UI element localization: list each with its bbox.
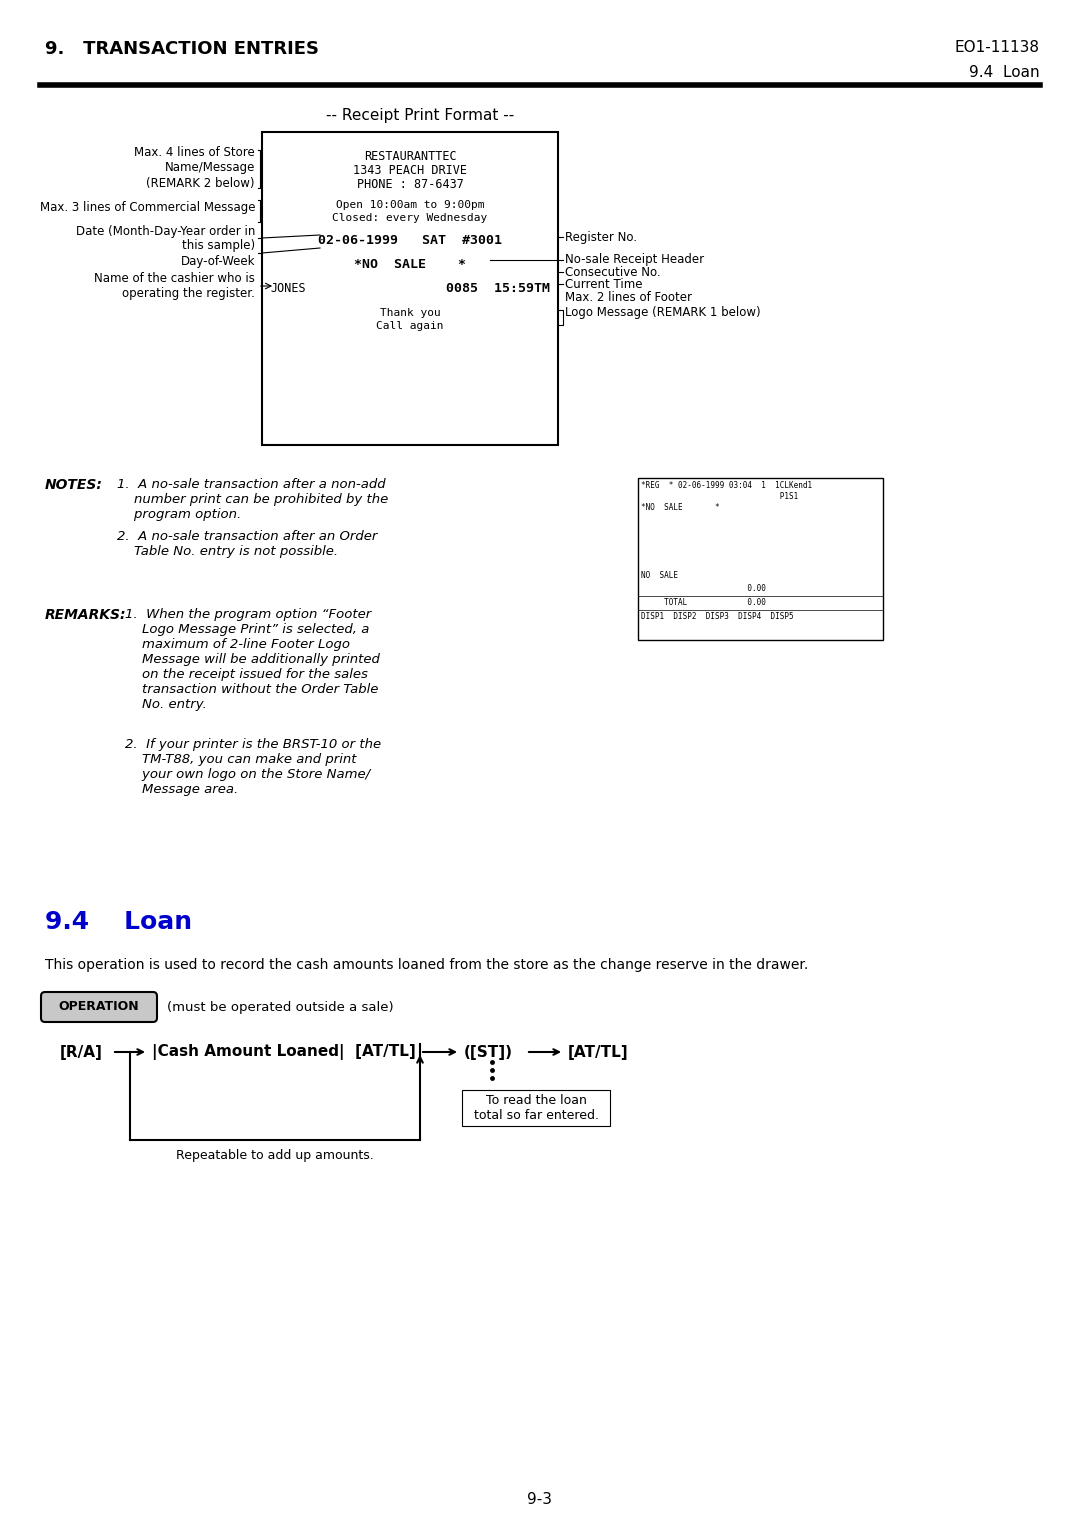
Text: Max. 2 lines of Footer
Logo Message (REMARK 1 below): Max. 2 lines of Footer Logo Message (REM…: [565, 290, 760, 319]
Text: 9-3: 9-3: [527, 1493, 553, 1508]
Text: REMARKS:: REMARKS:: [45, 608, 126, 622]
Text: Max. 4 lines of Store
Name/Message
(REMARK 2 below): Max. 4 lines of Store Name/Message (REMA…: [134, 147, 255, 189]
Bar: [638, 478, 883, 640]
Bar: [262, 131, 558, 445]
Text: (must be operated outside a sale): (must be operated outside a sale): [167, 1001, 393, 1013]
Text: Max. 3 lines of Commercial Message: Max. 3 lines of Commercial Message: [40, 200, 255, 214]
Text: JONES: JONES: [270, 283, 306, 295]
Text: [AT/TL]: [AT/TL]: [568, 1045, 629, 1059]
Text: PHONE : 87-6437: PHONE : 87-6437: [356, 177, 463, 191]
FancyBboxPatch shape: [41, 992, 157, 1022]
Text: Closed: every Wednesday: Closed: every Wednesday: [333, 212, 488, 223]
Text: 9.4  Loan: 9.4 Loan: [970, 66, 1040, 79]
Text: Register No.: Register No.: [565, 231, 637, 243]
Text: NOTES:: NOTES:: [45, 478, 103, 492]
Text: 02-06-1999   SAT  #3001: 02-06-1999 SAT #3001: [318, 234, 502, 248]
Text: Consecutive No.: Consecutive No.: [565, 266, 661, 278]
Bar: [462, 1089, 610, 1126]
Text: EO1-11138: EO1-11138: [955, 40, 1040, 55]
Text: *NO  SALE       *: *NO SALE *: [642, 503, 719, 512]
Text: DISP1  DISP2  DISP3  DISP4  DISP5: DISP1 DISP2 DISP3 DISP4 DISP5: [642, 613, 794, 620]
Text: 9.   TRANSACTION ENTRIES: 9. TRANSACTION ENTRIES: [45, 40, 319, 58]
Text: *REG  * 02-06-1999 03:04  1  1CLKend1: *REG * 02-06-1999 03:04 1 1CLKend1: [642, 481, 812, 490]
Text: 1.  When the program option “Footer
    Logo Message Print” is selected, a
    m: 1. When the program option “Footer Logo …: [125, 608, 380, 711]
Text: 2.  A no-sale transaction after an Order
    Table No. entry is not possible.: 2. A no-sale transaction after an Order …: [117, 530, 377, 558]
Text: [R/A]: [R/A]: [60, 1045, 103, 1059]
Text: RESTAURANTTEC: RESTAURANTTEC: [364, 150, 457, 163]
Text: *NO  SALE    *: *NO SALE *: [354, 258, 465, 270]
Text: No-sale Receipt Header: No-sale Receipt Header: [565, 254, 704, 266]
Text: 0.00: 0.00: [642, 584, 766, 593]
Text: ([ST]): ([ST]): [464, 1045, 513, 1059]
Text: 1343 PEACH DRIVE: 1343 PEACH DRIVE: [353, 163, 467, 177]
Text: Date (Month-Day-Year order in
this sample)
Day-of-Week: Date (Month-Day-Year order in this sampl…: [76, 225, 255, 267]
Text: NO  SALE: NO SALE: [642, 571, 678, 581]
Text: 9.4    Loan: 9.4 Loan: [45, 911, 192, 934]
Text: P1S1: P1S1: [642, 492, 798, 501]
Text: Name of the cashier who is
operating the register.: Name of the cashier who is operating the…: [94, 272, 255, 299]
Text: OPERATION: OPERATION: [58, 1001, 139, 1013]
Text: This operation is used to record the cash amounts loaned from the store as the c: This operation is used to record the cas…: [45, 958, 808, 972]
Text: 1.  A no-sale transaction after a non-add
    number print can be prohibited by : 1. A no-sale transaction after a non-add…: [117, 478, 388, 521]
Text: 0085  15:59TM: 0085 15:59TM: [446, 283, 550, 295]
Text: TOTAL             0.00: TOTAL 0.00: [642, 597, 766, 607]
Text: Repeatable to add up amounts.: Repeatable to add up amounts.: [176, 1149, 374, 1163]
Text: 2.  If your printer is the BRST-10 or the
    TM-T88, you can make and print
   : 2. If your printer is the BRST-10 or the…: [125, 738, 381, 796]
Text: Current Time: Current Time: [565, 278, 643, 290]
Text: -- Receipt Print Format --: -- Receipt Print Format --: [326, 108, 514, 122]
Text: |Cash Amount Loaned|  [AT/TL]: |Cash Amount Loaned| [AT/TL]: [152, 1044, 416, 1060]
Text: Open 10:00am to 9:00pm: Open 10:00am to 9:00pm: [336, 200, 484, 209]
Text: Call again: Call again: [376, 321, 444, 332]
Text: Thank you: Thank you: [380, 309, 441, 318]
Text: To read the loan
total so far entered.: To read the loan total so far entered.: [473, 1094, 598, 1122]
